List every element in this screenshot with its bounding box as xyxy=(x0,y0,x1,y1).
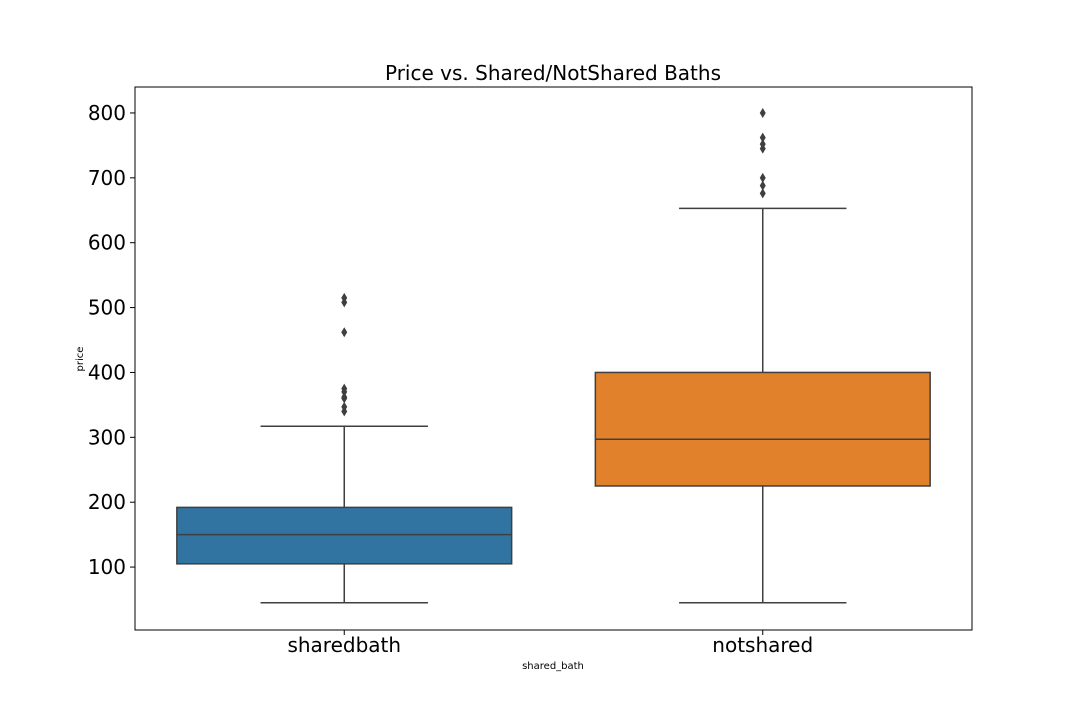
outlier-notshared-5 xyxy=(759,132,766,143)
y-tick-label-600: 600 xyxy=(88,231,126,255)
outlier-notshared-4 xyxy=(759,139,766,150)
plot-area xyxy=(176,107,931,604)
plot-frame xyxy=(134,86,973,631)
box-group-sharedbath xyxy=(176,292,513,604)
outlier-notshared-1 xyxy=(759,180,766,191)
box-notshared xyxy=(594,371,931,487)
outlier-sharedbath-1 xyxy=(341,401,348,412)
outlier-sharedbath-6 xyxy=(341,327,348,338)
y-tick-label-700: 700 xyxy=(88,166,126,190)
x-axis-label: shared_bath xyxy=(522,661,584,672)
outlier-notshared-2 xyxy=(759,172,766,183)
y-tick-label-100: 100 xyxy=(88,555,126,579)
outlier-sharedbath-5 xyxy=(341,383,348,394)
outlier-sharedbath-8 xyxy=(341,292,348,303)
x-axis: sharedbath notshared xyxy=(287,630,813,657)
outlier-notshared-0 xyxy=(759,188,766,199)
y-tick-label-800: 800 xyxy=(88,101,126,125)
y-axis-label: price xyxy=(75,347,86,372)
y-axis: 100 200 300 400 500 600 700 800 xyxy=(88,101,135,579)
y-tick-label-200: 200 xyxy=(88,490,126,514)
box-group-notshared xyxy=(594,107,931,604)
chart-title: Price vs. Shared/NotShared Baths xyxy=(385,61,721,85)
box-sharedbath xyxy=(176,506,513,565)
y-tick-label-500: 500 xyxy=(88,296,126,320)
y-tick-label-300: 300 xyxy=(88,425,126,449)
outlier-sharedbath-3 xyxy=(341,392,348,403)
x-tick-label-sharedbath: sharedbath xyxy=(287,633,401,657)
x-tick-label-notshared: notshared xyxy=(712,633,813,657)
y-tick-label-400: 400 xyxy=(88,360,126,384)
outlier-notshared-6 xyxy=(759,107,766,118)
